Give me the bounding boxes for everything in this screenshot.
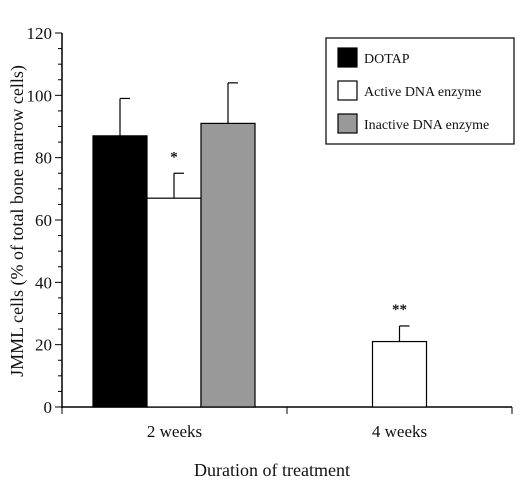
legend-swatch bbox=[337, 80, 358, 101]
y-tick-label: 120 bbox=[27, 24, 53, 43]
legend-label: Active DNA enzyme bbox=[364, 85, 481, 100]
bar bbox=[371, 340, 428, 408]
plot-area: 0 20 40 60 80 100 120 2 weeks * 4 weeks ** bbox=[27, 24, 513, 441]
y-tick-label: 40 bbox=[35, 273, 52, 292]
bar bbox=[200, 122, 256, 408]
y-axis-label: JMML cells (% of total bone marrow cells… bbox=[7, 65, 28, 377]
significance-marker: ** bbox=[392, 302, 407, 318]
y-tick-label: 100 bbox=[27, 86, 53, 105]
x-axis-label: Duration of treatment bbox=[194, 460, 350, 480]
legend-label: DOTAP bbox=[364, 52, 410, 67]
bar bbox=[92, 135, 148, 408]
bar bbox=[146, 197, 202, 408]
y-tick-label: 60 bbox=[35, 211, 52, 230]
legend-swatch bbox=[337, 113, 358, 134]
legend-label: Inactive DNA enzyme bbox=[364, 118, 489, 133]
y-tick-label: 80 bbox=[35, 149, 52, 168]
legend: DOTAP Active DNA enzyme Inactive DNA enzym… bbox=[325, 37, 515, 145]
significance-marker: * bbox=[170, 149, 178, 165]
x-category-label: 2 weeks bbox=[147, 422, 202, 441]
legend-swatch bbox=[337, 47, 358, 68]
x-category-label: 4 weeks bbox=[372, 422, 427, 441]
y-tick-label: 0 bbox=[44, 398, 53, 417]
y-tick-label: 20 bbox=[35, 336, 52, 355]
